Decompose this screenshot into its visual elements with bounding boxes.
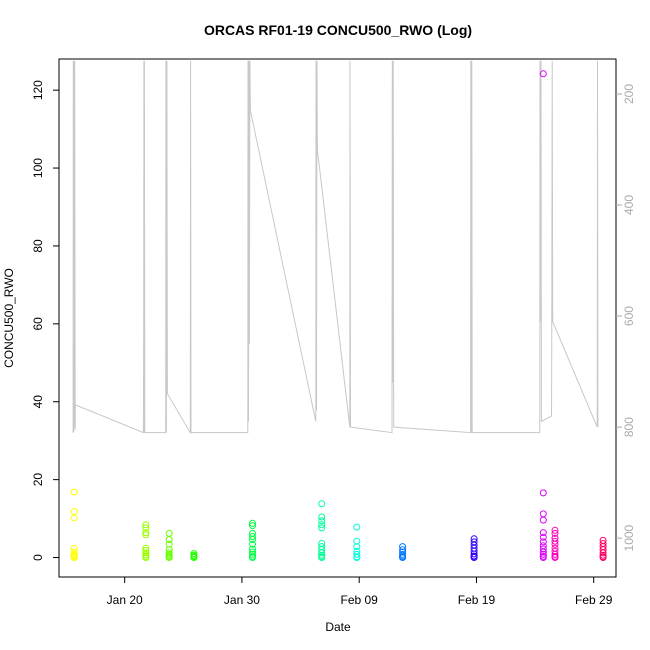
x-tick-label: Feb 19	[458, 593, 496, 607]
data-point	[539, 554, 547, 561]
x-tick-label: Feb 09	[341, 593, 379, 607]
x-tick-label: Jan 20	[107, 593, 143, 607]
data-point	[249, 540, 256, 548]
right-tick-label: 600	[622, 306, 636, 326]
data-point	[318, 549, 326, 557]
data-point	[70, 548, 78, 556]
data-point	[551, 540, 559, 548]
data-point	[70, 514, 78, 522]
y-tick-label: 100	[31, 158, 45, 178]
data-point	[318, 521, 326, 529]
y-axis-right: 200 400 600 800 1000	[616, 84, 636, 551]
data-point	[249, 522, 256, 530]
data-point	[551, 537, 559, 545]
y-tick-label: 120	[31, 80, 45, 100]
chart-title: ORCAS RF01-19 CONCU500_RWO (Log)	[204, 22, 472, 38]
data-point	[249, 536, 256, 544]
pressure-trace-layer	[72, 60, 599, 435]
data-point	[142, 531, 150, 539]
right-tick-label: 400	[622, 195, 636, 215]
data-point	[249, 548, 256, 556]
x-axis-label: Date	[325, 620, 351, 634]
x-tick-label: Jan 30	[224, 593, 260, 607]
data-point	[399, 554, 407, 561]
data-point	[399, 548, 407, 556]
y-tick-label: 60	[31, 317, 45, 331]
data-point	[249, 545, 256, 553]
data-point	[539, 550, 547, 558]
x-tick-label: Feb 29	[575, 593, 613, 607]
data-point	[142, 549, 150, 557]
data-point	[318, 513, 326, 521]
data-point	[318, 517, 326, 525]
data-point	[551, 529, 559, 537]
data-point	[353, 550, 361, 558]
data-point	[470, 554, 478, 561]
data-point	[551, 526, 559, 534]
data-point	[539, 533, 547, 541]
data-point	[353, 554, 361, 561]
y-axis-label: CONCU500_RWO	[2, 268, 16, 368]
data-point	[249, 533, 256, 540]
data-point	[165, 554, 173, 561]
y-tick-label: 0	[31, 554, 45, 561]
right-tick-label: 1000	[622, 524, 636, 551]
right-tick-label: 800	[622, 417, 636, 437]
data-point	[539, 538, 547, 546]
data-point	[353, 543, 361, 551]
data-point	[70, 554, 78, 561]
data-point	[353, 537, 361, 545]
y-tick-label: 20	[31, 473, 45, 487]
data-point	[353, 523, 361, 531]
plot-frame	[58, 58, 617, 578]
data-point	[70, 488, 78, 496]
data-point	[551, 550, 559, 558]
data-point	[539, 516, 547, 524]
data-point	[539, 510, 547, 518]
data-point	[190, 554, 198, 561]
data-point	[539, 529, 547, 537]
data-point	[539, 545, 547, 553]
data-point	[551, 554, 559, 561]
pressure-trace-line	[72, 60, 599, 435]
data-point	[142, 529, 150, 537]
data-point	[142, 554, 150, 561]
data-point	[470, 550, 478, 558]
data-point	[318, 524, 326, 532]
x-axis: Jan 20 Jan 30 Feb 09 Feb 19 Feb 29	[107, 577, 613, 607]
data-point	[142, 521, 150, 529]
data-point	[165, 540, 173, 548]
y-tick-label: 80	[31, 239, 45, 253]
data-point	[249, 554, 256, 561]
data-point	[249, 519, 256, 527]
y-axis-left: 0 20 40 60 80 100 120	[31, 80, 59, 561]
data-point	[249, 550, 256, 558]
data-point	[599, 549, 607, 557]
data-point	[539, 489, 547, 497]
data-point	[539, 70, 547, 78]
data-point	[165, 536, 173, 544]
data-point	[142, 544, 150, 552]
y-tick-label: 40	[31, 395, 45, 409]
data-point	[165, 529, 173, 537]
data-point	[599, 554, 607, 561]
data-point	[318, 554, 326, 561]
data-point	[142, 524, 150, 532]
data-point	[70, 508, 78, 516]
data-point	[539, 548, 547, 556]
data-point	[318, 500, 326, 508]
right-tick-label: 200	[622, 84, 636, 104]
scatter-points-layer	[70, 70, 607, 561]
